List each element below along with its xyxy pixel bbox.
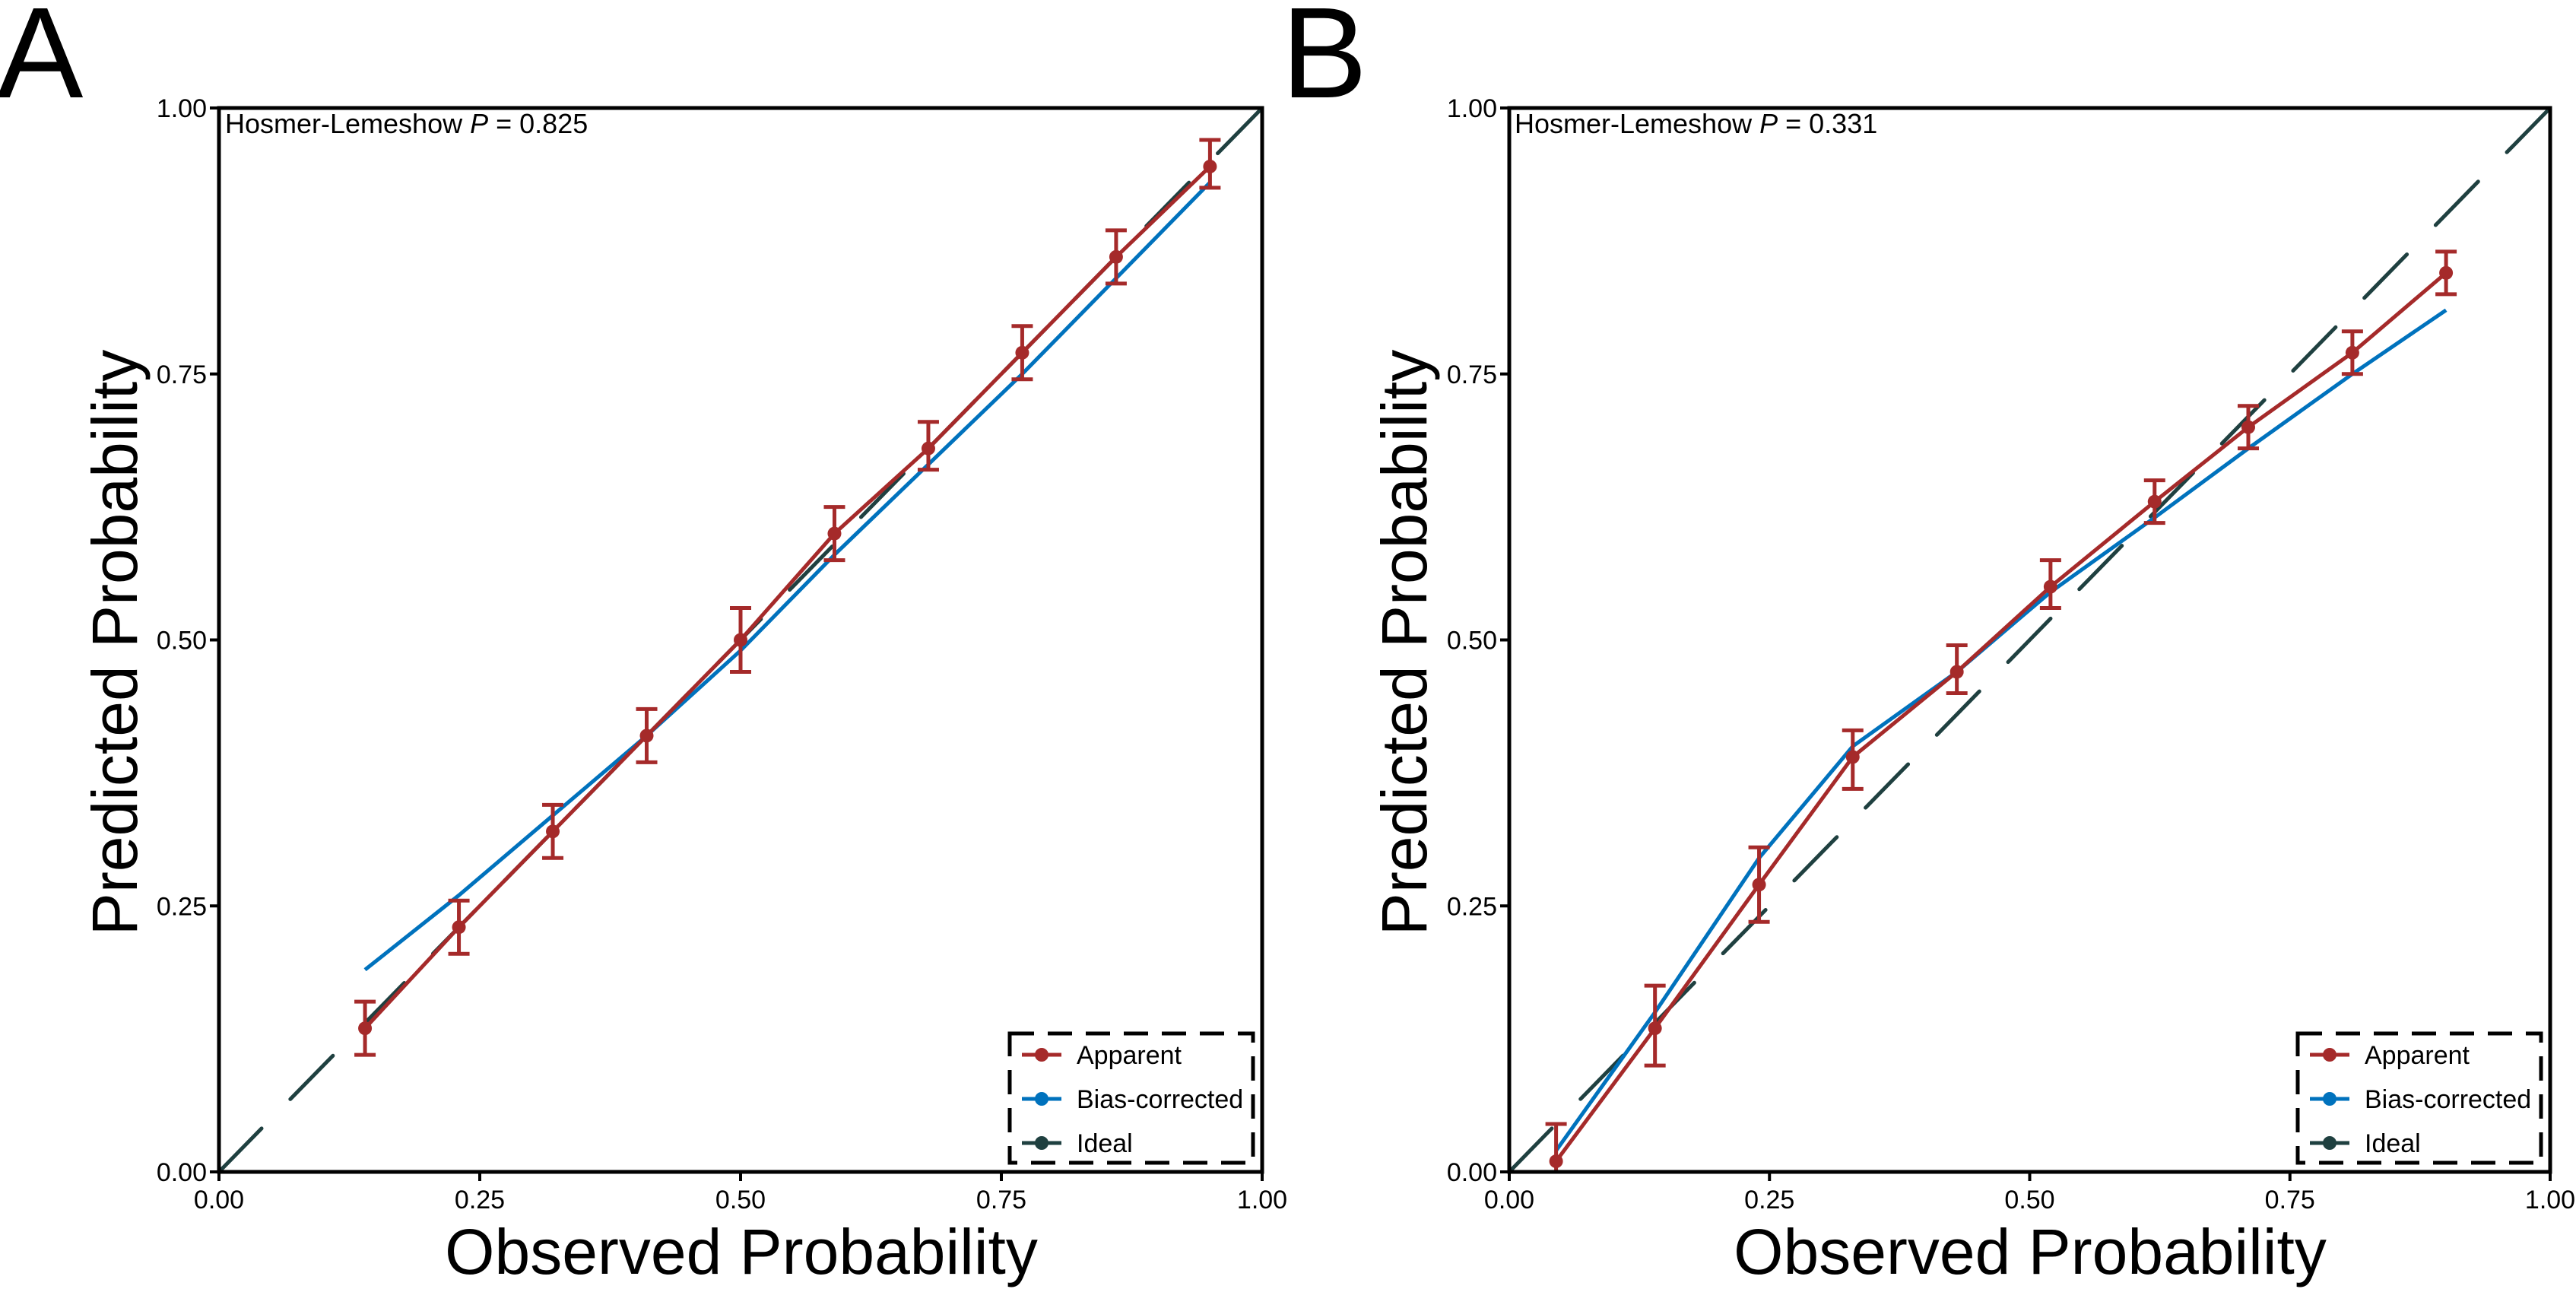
legend-marker — [1035, 1136, 1048, 1150]
apparent-point — [1845, 750, 1860, 764]
legend-marker — [1035, 1092, 1048, 1106]
legend-label: Apparent — [2365, 1041, 2470, 1070]
apparent-point — [2147, 494, 2162, 509]
x-tick-label: 0.00 — [194, 1186, 244, 1214]
x-tick-label: 0.75 — [2265, 1186, 2315, 1214]
legend-item-apparent: Apparent — [1022, 1041, 1182, 1070]
apparent-point — [734, 633, 747, 647]
apparent-point — [1752, 878, 1766, 892]
annotation-italic: P — [1759, 108, 1778, 139]
panel-b: B Hosmer-Lemeshow P = 0.331 Observed Pro… — [1281, 0, 2575, 1287]
hosmer-lemeshow-annotation: Hosmer-Lemeshow P = 0.331 — [1515, 108, 1877, 139]
apparent-point — [921, 441, 935, 456]
annotation-suffix: = 0.331 — [1778, 108, 1877, 139]
y-tick-label: 0.25 — [157, 892, 207, 921]
y-tick-label: 0.75 — [1447, 360, 1497, 389]
apparent-point — [2345, 345, 2359, 360]
x-tick-label: 1.00 — [1237, 1186, 1287, 1214]
y-tick-label: 0.25 — [1447, 892, 1497, 921]
x-tick-label: 0.25 — [455, 1186, 505, 1214]
legend-label: Bias-corrected — [2365, 1085, 2531, 1114]
apparent-point — [1109, 249, 1123, 264]
y-axis-title: Predicted Probability — [1369, 350, 1440, 935]
y-tick-label: 0.75 — [157, 360, 207, 389]
apparent-point — [639, 729, 654, 743]
apparent-point — [1648, 1021, 1662, 1036]
y-tick-label: 1.00 — [157, 94, 207, 123]
legend-item-apparent: Apparent — [2310, 1041, 2470, 1070]
legend-item-ideal: Ideal — [1022, 1129, 1133, 1158]
legend-item-ideal: Ideal — [2310, 1129, 2421, 1158]
y-axis-title: Predicted Probability — [79, 350, 151, 935]
legend-label: Ideal — [1077, 1129, 1133, 1158]
x-tick-label: 0.25 — [1744, 1186, 1794, 1214]
annotation-italic: P — [470, 108, 488, 139]
apparent-point — [546, 824, 560, 839]
legend-marker — [2323, 1136, 2336, 1150]
hosmer-lemeshow-annotation: Hosmer-Lemeshow P = 0.825 — [225, 108, 588, 139]
y-tick-label: 0.50 — [1447, 627, 1497, 656]
x-tick-label: 1.00 — [2525, 1186, 2575, 1214]
y-tick-label: 0.00 — [157, 1158, 207, 1187]
apparent-point — [1015, 345, 1029, 360]
annotation-suffix: = 0.825 — [488, 108, 588, 139]
bias-corrected-line — [363, 181, 1212, 972]
apparent-point — [452, 920, 466, 935]
x-tick-label: 0.75 — [976, 1186, 1026, 1214]
panel-a: A Hosmer-Lemeshow P = 0.825 Observed Pro… — [0, 0, 1287, 1287]
legend-label: Apparent — [1077, 1041, 1182, 1070]
apparent-point — [827, 526, 842, 541]
panel-letter-a: A — [0, 0, 84, 125]
panel-letter-b: B — [1281, 0, 1367, 125]
apparent-point — [2241, 420, 2255, 434]
annotation-prefix: Hosmer-Lemeshow — [1515, 108, 1759, 139]
ideal-line — [1507, 106, 2552, 1174]
apparent-point — [2439, 265, 2454, 280]
legend-item-bias-corrected: Bias-corrected — [2310, 1085, 2531, 1114]
annotation-prefix: Hosmer-Lemeshow — [225, 108, 470, 139]
x-tick-label: 0.50 — [715, 1186, 766, 1214]
apparent-point — [358, 1021, 373, 1036]
apparent-point — [2043, 579, 2057, 594]
y-tick-label: 0.50 — [157, 627, 207, 656]
legend-item-bias-corrected: Bias-corrected — [1022, 1085, 1243, 1114]
x-tick-label: 0.00 — [1484, 1186, 1534, 1214]
legend-marker — [2323, 1092, 2336, 1106]
plot-area-a: 0.00 0.25 0.50 0.75 1.00 0.00 0.25 0.50 0.75 1.00… — [157, 94, 1287, 1214]
bias-corrected-line — [1554, 308, 2448, 1152]
x-axis-title: Observed Probability — [1734, 1216, 2327, 1287]
x-axis-title: Observed Probability — [445, 1216, 1038, 1287]
y-tick-label: 0.00 — [1447, 1158, 1497, 1187]
legend-marker — [1035, 1048, 1048, 1062]
legend-marker — [2323, 1048, 2336, 1062]
apparent-point — [1549, 1154, 1563, 1169]
x-tick-label: 0.50 — [2004, 1186, 2054, 1214]
plot-frame — [217, 106, 1264, 1174]
y-tick-label: 1.00 — [1447, 94, 1497, 123]
apparent-point — [1949, 665, 1964, 679]
legend-label: Bias-corrected — [1077, 1085, 1243, 1114]
plot-area-b: 0.00 0.25 0.50 0.75 1.00 0.00 0.25 0.50 0.75 1.00… — [1447, 94, 2575, 1214]
apparent-point — [1203, 159, 1217, 173]
legend-label: Ideal — [2365, 1129, 2421, 1158]
apparent-line — [363, 165, 1212, 1030]
plot-frame — [1507, 106, 2552, 1174]
apparent-line — [1554, 271, 2448, 1163]
